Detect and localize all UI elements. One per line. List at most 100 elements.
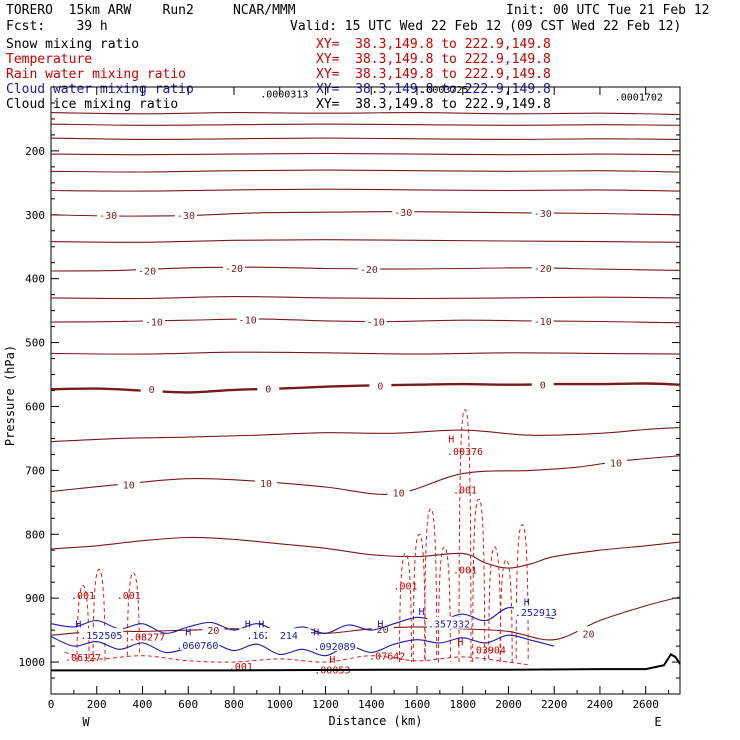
temperature-contour <box>50 427 681 443</box>
temperature-contour <box>50 137 681 140</box>
temperature-label-bg <box>604 455 627 468</box>
temperature-label-bg <box>97 207 120 220</box>
temperature-label: -10 <box>145 317 163 328</box>
rain-water-label: .03904 <box>470 645 506 656</box>
temperature-contour <box>50 211 681 217</box>
cloud-ice-label: .0003725 <box>420 85 468 96</box>
field-xy-cloud-water: XY= 38.3,149.8 to 222.9,149.8 <box>316 82 551 97</box>
rain-water-label: .00376 <box>447 447 483 458</box>
field-xy-rain: XY= 38.3,149.8 to 222.9,149.8 <box>316 67 551 82</box>
x-tick-label: 200 <box>87 698 107 711</box>
temperature-label: 20 <box>582 629 594 640</box>
rain-water-label: .001 <box>71 591 95 602</box>
snow-label: .0001702 <box>615 93 663 104</box>
rain-water-label: .001 <box>117 591 141 602</box>
temperature-label-bg <box>202 623 225 636</box>
cloud-water-label-bg <box>513 605 558 618</box>
temperature-label-bg <box>255 476 278 489</box>
temperature-label: 20 <box>377 625 389 636</box>
temperature-label-bg <box>369 378 392 391</box>
field-xy-snow: XY= 38.3,149.8 to 222.9,149.8 <box>316 37 551 52</box>
y-axis-title: Pressure (hPa) <box>3 345 17 446</box>
y-tick-label: 1000 <box>19 656 46 669</box>
valid-time: Valid: 15 UTC Wed 22 Feb 12 (09 CST Wed … <box>290 19 682 34</box>
field-label-temperature: Temperature <box>6 52 93 67</box>
rain-water-contour <box>472 498 486 663</box>
y-tick-label: 800 <box>25 528 45 541</box>
rain-water-contour <box>76 584 90 663</box>
rain-water-contour <box>412 533 426 663</box>
temperature-label-bg <box>531 205 554 218</box>
temperature-label: 0 <box>540 381 546 392</box>
cloud-water-label: .092089 <box>314 642 356 653</box>
temperature-label-bg <box>174 207 197 220</box>
x-tick-label: 1200 <box>312 698 339 711</box>
rain-water-contour <box>488 546 502 659</box>
x-tick-label: 800 <box>224 698 244 711</box>
x-tick-label: 0 <box>48 698 55 711</box>
rain-water-contour <box>126 572 140 656</box>
temperature-label: -10 <box>367 317 385 328</box>
temperature-label-bg <box>357 262 380 275</box>
rain-water-contour <box>515 524 529 659</box>
temperature-contour <box>50 169 681 173</box>
cloud-water-label-bg <box>426 616 471 629</box>
temperature-label: -20 <box>225 264 243 275</box>
y-tick-label: 200 <box>25 145 45 158</box>
temperature-contour <box>50 152 681 156</box>
temperature-label: -20 <box>138 266 156 277</box>
rain-water-label: .00053 <box>314 666 350 677</box>
model-title: TORERO 15km ARW Run2 NCAR/MMM <box>6 3 296 18</box>
rain-water-contour <box>424 508 438 659</box>
temperature-label: 0 <box>149 385 155 396</box>
rain-water-high-marker: H <box>448 434 454 445</box>
x-tick-label: 2000 <box>495 698 522 711</box>
temperature-label: 20 <box>207 626 219 637</box>
cloud-water-label: .060760 <box>176 641 218 652</box>
x-tick-label: 400 <box>133 698 153 711</box>
temperature-label: -30 <box>394 208 412 219</box>
y-tick-label: 400 <box>25 273 45 286</box>
x-tick-label: 2600 <box>632 698 659 711</box>
temperature-label: -10 <box>239 316 257 327</box>
rain-water-label: .001 <box>453 565 477 576</box>
terrain-line <box>51 653 681 672</box>
temperature-label-bg <box>257 381 280 394</box>
temperature-label-bg <box>531 313 554 326</box>
cloud-water-high-marker: H <box>245 620 251 631</box>
rain-water-label: .08277 <box>129 632 165 643</box>
rain-water-contour <box>92 568 106 663</box>
x-axis-title: Distance (km) <box>329 714 423 728</box>
temperature-label: 10 <box>123 480 135 491</box>
y-tick-label: 500 <box>25 337 45 350</box>
temperature-label-bg <box>236 312 259 325</box>
temperature-label: -10 <box>534 317 552 328</box>
rain-water-contour <box>499 559 513 663</box>
temperature-label: 10 <box>393 489 405 500</box>
cloud-water-high-marker: H <box>419 607 425 618</box>
x-tick-label: 2200 <box>541 698 568 711</box>
cloud-water-high-marker: H <box>313 627 319 638</box>
temperature-label: 0 <box>265 385 271 396</box>
temperature-label-bg <box>392 205 415 218</box>
field-label-cloud-ice: Cloud ice mixing ratio <box>6 97 179 112</box>
cloud-water-high-marker: H <box>258 620 264 631</box>
temperature-contour <box>50 123 681 126</box>
y-tick-label: 700 <box>25 464 45 477</box>
temperature-contour <box>50 351 681 355</box>
temperature-contour <box>50 239 681 243</box>
temperature-label-bg <box>117 477 140 490</box>
cloud-water-label: .152505 <box>80 631 122 642</box>
temperature-label: -30 <box>99 211 117 222</box>
temperature-label-bg <box>222 260 245 273</box>
cloud-water-high-marker: H <box>75 620 81 631</box>
cloud-water-label-bg <box>79 628 124 641</box>
east-label: E <box>654 715 661 729</box>
rain-water-contour <box>399 552 413 663</box>
temperature-contour <box>50 296 681 300</box>
temperature-label: -30 <box>177 211 195 222</box>
temperature-label-bg <box>531 260 554 273</box>
forecast-hour: Fcst: 39 h <box>6 19 108 34</box>
temperature-label: -20 <box>360 265 378 276</box>
